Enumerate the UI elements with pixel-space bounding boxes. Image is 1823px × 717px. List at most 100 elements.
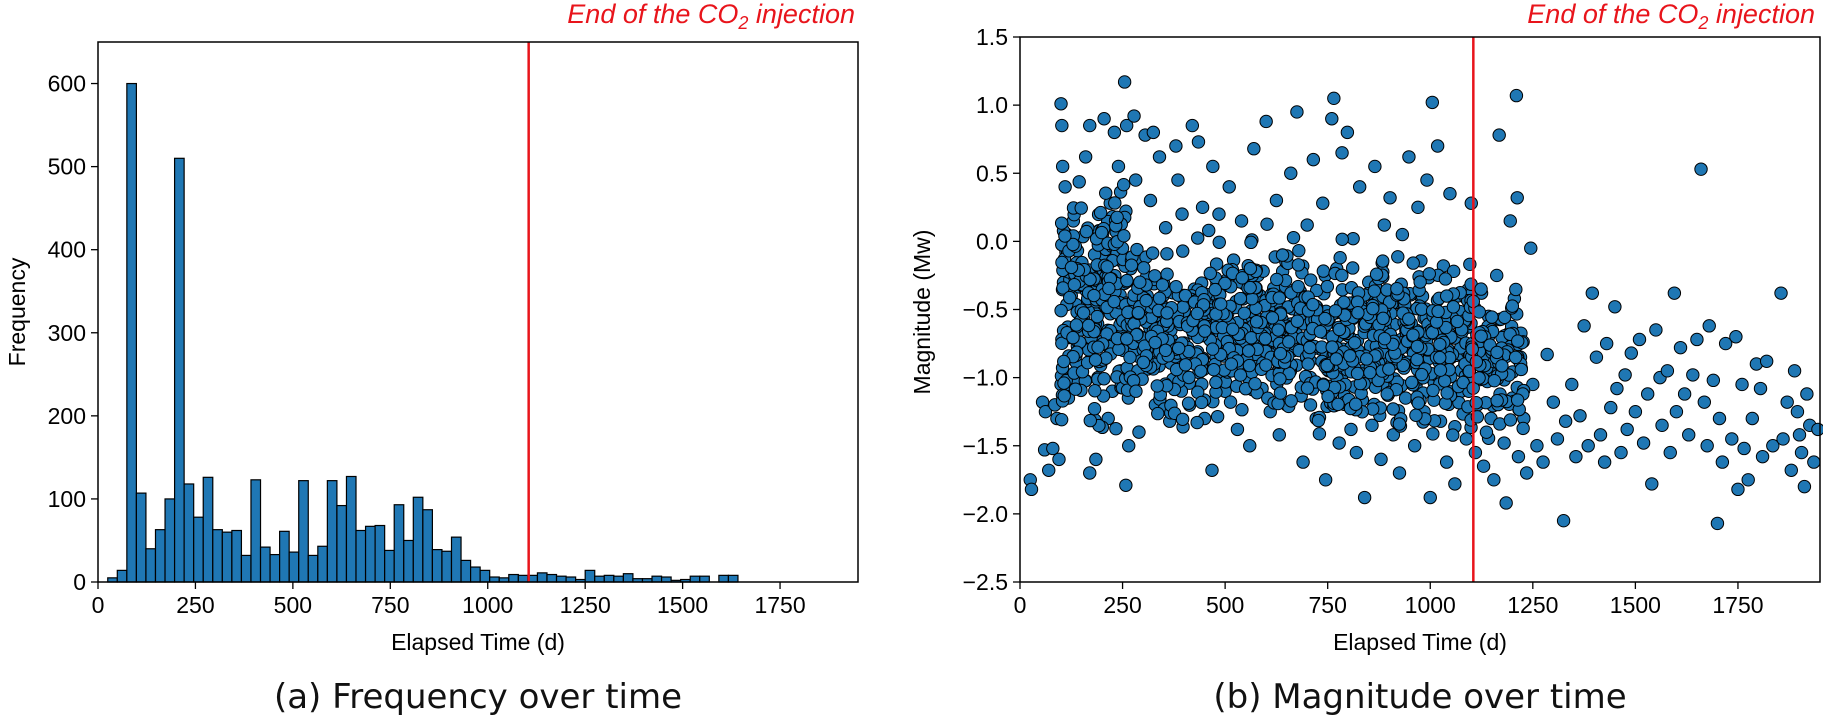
scatter-point	[1565, 377, 1579, 392]
scatter-point	[1169, 279, 1183, 294]
scatter-point	[1712, 411, 1727, 426]
scatter-point	[1715, 455, 1730, 469]
histogram-bar	[508, 573, 519, 583]
scatter-point	[1151, 406, 1165, 421]
scatter-point	[1505, 299, 1520, 313]
scatter-point	[1686, 368, 1700, 382]
scatter-point	[1152, 291, 1167, 306]
scatter-point	[1340, 125, 1355, 140]
scatter-point	[1655, 418, 1669, 433]
scatter-point	[1745, 411, 1760, 426]
histogram-bar	[307, 554, 319, 583]
x-tick-label: 500	[274, 592, 312, 618]
scatter-y-ticks: −2.5 −2.0 −1.5 −1.0 −0.5 0.0 0.5 1.0 1.5	[963, 24, 1020, 595]
scatter-point	[1124, 258, 1139, 272]
scatter-point	[1423, 490, 1437, 505]
scatter-point	[1137, 261, 1151, 275]
histogram-bar	[221, 531, 233, 583]
scatter-point	[1057, 354, 1071, 369]
histogram-bar	[374, 524, 386, 583]
x-tick-label: 1250	[1507, 592, 1558, 618]
scatter-point	[1097, 112, 1111, 126]
scatter-point	[1067, 277, 1082, 292]
histogram-bar	[212, 529, 223, 583]
scatter-point	[1111, 159, 1126, 174]
scatter-point	[1682, 428, 1696, 442]
scatter-point	[1431, 304, 1445, 319]
scatter-point	[1303, 340, 1317, 355]
scatter-point	[1318, 473, 1333, 487]
scatter-point	[1109, 421, 1123, 436]
scatter-point	[1316, 264, 1331, 278]
scatter-point	[1357, 490, 1372, 505]
scatter-point	[1130, 242, 1144, 257]
scatter-point	[1066, 330, 1080, 345]
histogram-bar	[364, 525, 376, 583]
histogram-bar	[193, 516, 204, 583]
scatter-point	[1205, 463, 1219, 477]
scatter-point	[1055, 159, 1070, 174]
scatter-point	[1710, 516, 1725, 531]
scatter-point	[1230, 422, 1245, 437]
histogram-bar	[250, 479, 262, 583]
histogram-bar	[603, 574, 615, 583]
histogram-caption: (a) Frequency over time	[274, 677, 682, 717]
scatter-point	[1411, 396, 1426, 410]
scatter-point	[1235, 271, 1249, 285]
scatter-point	[1593, 428, 1608, 442]
histogram-bar	[622, 573, 634, 583]
scatter-point	[1074, 201, 1088, 215]
scatter-point	[1608, 300, 1622, 314]
scatter-point	[1510, 393, 1525, 407]
scatter-point	[1474, 329, 1488, 343]
scatter-point	[1597, 455, 1612, 469]
scatter-point	[1406, 328, 1420, 342]
scatter-point	[1095, 225, 1109, 240]
scatter-point	[1241, 344, 1256, 358]
scatter-point	[1224, 357, 1239, 371]
scatter-point	[1116, 177, 1131, 192]
scatter-point	[1469, 396, 1483, 410]
scatter-point	[1410, 352, 1424, 367]
scatter-point	[1426, 383, 1440, 398]
scatter-point	[1737, 441, 1751, 456]
scatter-point	[1303, 398, 1318, 412]
scatter-point	[1198, 324, 1212, 338]
scatter-point	[1392, 466, 1407, 480]
scatter-point	[1766, 439, 1780, 453]
scatter-point	[1316, 378, 1331, 392]
scatter-point	[1258, 332, 1273, 346]
scatter-point	[1286, 230, 1301, 245]
scatter-point	[1386, 428, 1401, 442]
x-tick-label: 1750	[754, 592, 805, 618]
scatter-point	[1391, 250, 1405, 264]
scatter-point	[1413, 275, 1427, 289]
scatter-point	[1618, 368, 1632, 382]
histogram-bar	[126, 82, 137, 583]
scatter-point	[1259, 358, 1273, 372]
scatter-point	[1296, 455, 1310, 469]
scatter-point	[1604, 400, 1618, 415]
scatter-point	[1395, 227, 1410, 242]
x-tick-label: 1000	[462, 592, 513, 618]
scatter-point	[1337, 295, 1351, 309]
scatter-point	[1433, 350, 1447, 365]
scatter-point	[1510, 191, 1524, 205]
scatter-point	[1152, 150, 1167, 164]
scatter-point	[1273, 386, 1288, 400]
scatter-point	[1800, 387, 1814, 401]
scatter-point	[1139, 293, 1153, 308]
scatter-point	[1120, 273, 1134, 288]
scatter-point	[1526, 377, 1540, 392]
y-tick-label: 100	[48, 486, 86, 512]
scatter-point	[1331, 397, 1345, 412]
scatter-point	[1329, 352, 1343, 366]
histogram-bar	[336, 504, 348, 583]
y-tick-label: 200	[48, 403, 86, 429]
scatter-point	[1499, 496, 1513, 510]
scatter-point	[1741, 473, 1755, 487]
scatter-point	[1318, 311, 1332, 326]
x-tick-label: 1250	[560, 592, 611, 618]
y-tick-label: 600	[48, 71, 86, 97]
histogram-bar	[135, 492, 147, 583]
